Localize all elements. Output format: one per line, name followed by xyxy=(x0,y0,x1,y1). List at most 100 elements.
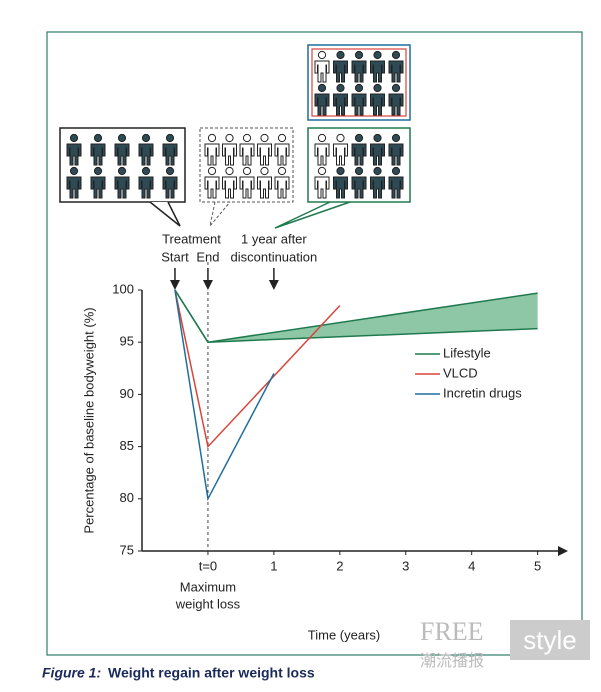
person-body xyxy=(90,143,106,166)
y-tick-label: 80 xyxy=(120,490,134,505)
person-body xyxy=(274,176,290,199)
person-body xyxy=(114,176,130,199)
line xyxy=(174,289,341,449)
person-body xyxy=(138,176,154,199)
person-body xyxy=(314,60,330,83)
person-body xyxy=(351,176,367,199)
x-tick-label: 5 xyxy=(534,558,541,573)
person-body xyxy=(257,176,272,199)
line xyxy=(174,289,275,502)
person-head xyxy=(317,133,327,143)
person-head xyxy=(117,166,127,176)
x-axis-label: Time (years) xyxy=(308,627,380,642)
person-head xyxy=(207,133,217,143)
y-tick-label: 100 xyxy=(112,281,134,296)
x-axis-arrow xyxy=(558,546,568,556)
person-body xyxy=(66,143,82,166)
person-head xyxy=(141,133,151,143)
person-body xyxy=(162,143,178,166)
line xyxy=(174,289,538,344)
x-note: weight loss xyxy=(175,596,241,611)
person-head xyxy=(242,166,252,176)
person-body xyxy=(239,176,255,199)
watermark: style xyxy=(523,625,576,655)
person-head xyxy=(317,83,327,93)
y-tick-label: 85 xyxy=(120,438,134,453)
annotation: Treatment xyxy=(162,231,221,246)
x-note: Maximum xyxy=(180,579,236,594)
x-tick-label: 4 xyxy=(468,558,475,573)
legend-label: Incretin drugs xyxy=(443,385,522,400)
person-head xyxy=(354,50,364,60)
person-head xyxy=(117,133,127,143)
watermark: 潮流播报 xyxy=(420,652,484,670)
x-tick-label: 3 xyxy=(402,558,409,573)
person-body xyxy=(388,143,404,166)
person-body xyxy=(314,143,330,166)
person-head xyxy=(69,133,79,143)
person-body xyxy=(239,143,255,166)
annotation: Start xyxy=(161,249,189,264)
person-body xyxy=(388,93,404,116)
person-body xyxy=(162,176,178,199)
person-body xyxy=(370,143,385,166)
person-head xyxy=(354,83,364,93)
x-tick-label: 2 xyxy=(336,558,343,573)
person-head xyxy=(93,166,103,176)
person-body xyxy=(388,176,404,199)
person-head xyxy=(336,83,345,93)
person-body xyxy=(114,143,130,166)
legend-label: VLCD xyxy=(443,365,478,380)
annotation: discontinuation xyxy=(231,249,318,264)
person-head xyxy=(373,83,382,93)
illustration xyxy=(59,44,411,229)
person-body xyxy=(351,60,367,83)
person-body xyxy=(370,176,385,199)
x-tick-label: 1 xyxy=(270,558,277,573)
person-head xyxy=(373,133,382,143)
person-head xyxy=(391,166,401,176)
person-head xyxy=(391,133,401,143)
y-axis-label: Percentage of baseline bodyweight (%) xyxy=(81,307,96,533)
person-body xyxy=(90,176,106,199)
tail xyxy=(209,201,231,227)
caption: Weight regain after weight loss xyxy=(108,665,315,681)
person-head xyxy=(93,133,103,143)
person-head xyxy=(373,166,382,176)
person-body xyxy=(333,60,348,83)
person-head xyxy=(225,166,234,176)
person-body xyxy=(257,143,272,166)
person-head xyxy=(391,83,401,93)
band xyxy=(174,290,538,343)
annotation-arrowhead xyxy=(169,280,180,290)
person-head xyxy=(336,50,345,60)
person-head xyxy=(165,166,175,176)
person-body xyxy=(333,93,348,116)
person-head xyxy=(141,166,151,176)
annotation-arrowhead xyxy=(268,280,279,290)
legend-label: Lifestyle xyxy=(443,345,491,360)
person-head xyxy=(69,166,79,176)
annotation: 1 year after xyxy=(241,231,307,246)
person-body xyxy=(314,176,330,199)
box xyxy=(311,48,407,117)
person-body xyxy=(204,143,220,166)
annotation-arrowhead xyxy=(202,280,213,290)
person-head xyxy=(317,50,327,60)
y-tick-label: 75 xyxy=(120,542,134,557)
watermark: FREE xyxy=(420,617,484,646)
person-body xyxy=(138,143,154,166)
person-head xyxy=(242,133,252,143)
person-head xyxy=(373,50,382,60)
person-head xyxy=(277,133,287,143)
person-body xyxy=(274,143,290,166)
person-head xyxy=(354,133,364,143)
person-body xyxy=(370,60,385,83)
person-body xyxy=(333,143,348,166)
tail xyxy=(274,201,351,229)
watermark-box xyxy=(510,620,590,660)
person-body xyxy=(333,176,348,199)
person-body xyxy=(351,143,367,166)
person-body xyxy=(222,176,237,199)
